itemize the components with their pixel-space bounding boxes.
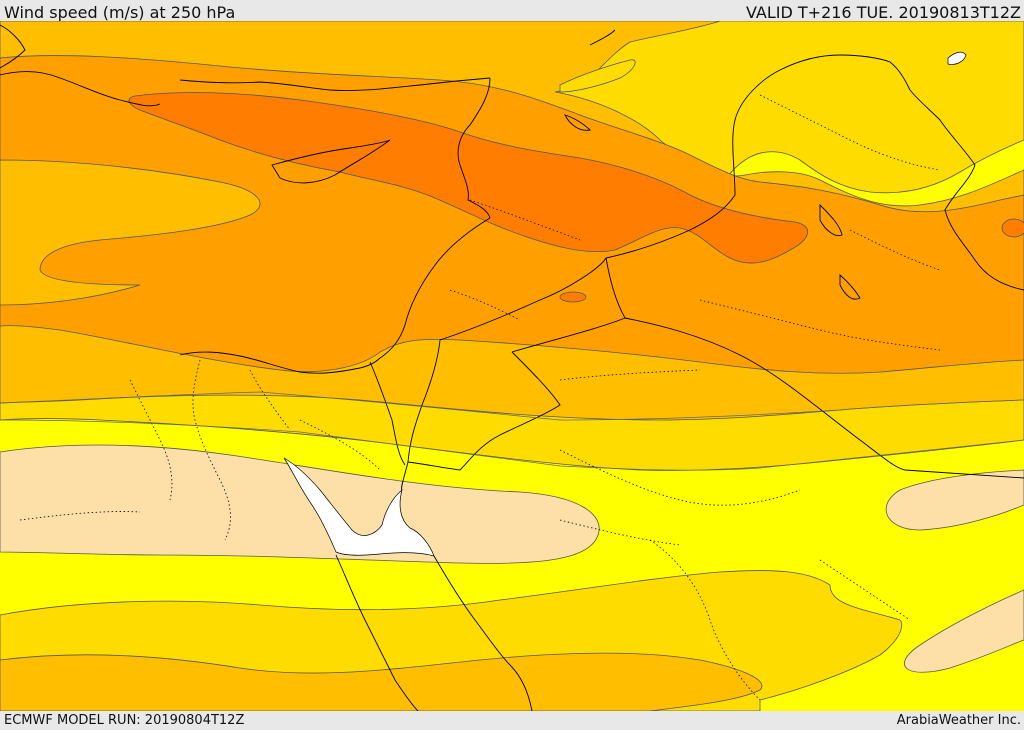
band-dark-orange-core	[128, 92, 808, 264]
band-dark-orange-spot-center	[559, 291, 587, 303]
borders-solid	[0, 24, 1024, 711]
model-run: ECMWF MODEL RUN: 20190804T12Z	[4, 713, 245, 728]
band-pale-east	[885, 469, 1024, 531]
band-dark-orange-spot-east	[1001, 218, 1024, 238]
band-gold-patch-north	[559, 59, 636, 93]
red-sea	[283, 457, 435, 557]
header-bar	[0, 0, 1024, 21]
map-title: Wind speed (m/s) at 250 hPa	[4, 3, 236, 22]
footer-bar	[0, 711, 1024, 729]
credit-label: ArabiaWeather Inc.	[896, 713, 1021, 728]
valid-time: VALID T+216 TUE. 20190813T12Z	[745, 3, 1021, 22]
band-amber-lens	[0, 159, 261, 306]
band-pale-southeast	[904, 589, 1024, 673]
contour-lines	[0, 391, 1024, 471]
band-amber-south	[0, 652, 763, 711]
lake-northeast	[947, 51, 967, 65]
band-pale-west	[0, 444, 600, 564]
wind-speed-map	[0, 21, 1024, 711]
